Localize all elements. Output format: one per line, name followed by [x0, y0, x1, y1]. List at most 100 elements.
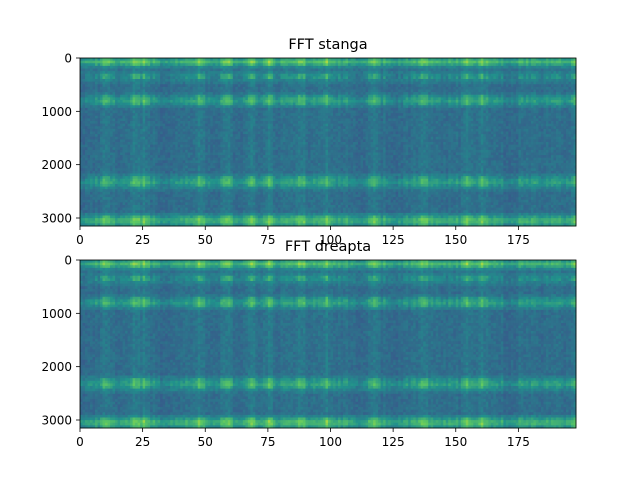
heatmap-cell [95, 61, 98, 64]
heatmap-cell [443, 61, 446, 64]
heatmap-cell [471, 111, 474, 114]
heatmap-cell [238, 121, 241, 124]
heatmap-cell [418, 69, 421, 72]
heatmap-cell [98, 61, 101, 64]
heatmap-cell [288, 113, 291, 116]
heatmap-cell [421, 121, 424, 124]
heatmap-cell [471, 118, 474, 121]
heatmap-cell [506, 111, 509, 114]
heatmap-cell [133, 121, 136, 124]
heatmap-cell [165, 71, 168, 74]
heatmap-cell [150, 76, 153, 79]
heatmap-cell [543, 97, 546, 100]
heatmap-cell [110, 69, 113, 72]
heatmap-cell [205, 118, 208, 121]
heatmap-cell [163, 76, 166, 79]
heatmap-cell [290, 82, 293, 85]
heatmap-cell [568, 92, 571, 95]
heatmap-cell [473, 92, 476, 95]
heatmap-cell [561, 87, 564, 90]
heatmap-cell [366, 118, 369, 121]
heatmap-cell [110, 113, 113, 116]
heatmap-cell [401, 92, 404, 95]
heatmap-cell [118, 79, 121, 82]
heatmap-cell [150, 103, 153, 106]
heatmap-cell [478, 118, 481, 121]
heatmap-cell [100, 66, 103, 69]
heatmap-cell [88, 118, 91, 121]
heatmap-cell [83, 69, 86, 72]
heatmap-cell [556, 95, 559, 98]
heatmap-cell [323, 116, 326, 119]
heatmap-cell [320, 118, 323, 121]
heatmap-cell [548, 71, 551, 74]
heatmap-cell [110, 105, 113, 108]
heatmap-cell [220, 84, 223, 87]
heatmap-cell [283, 121, 286, 124]
heatmap-cell [185, 121, 188, 124]
heatmap-cell [113, 92, 116, 95]
heatmap-cell [235, 113, 238, 116]
heatmap-cell [546, 103, 549, 106]
heatmap-cell [83, 111, 86, 114]
heatmap-cell [513, 121, 516, 124]
heatmap-cell [521, 105, 524, 108]
heatmap-cell [148, 124, 151, 127]
heatmap-cell [150, 69, 153, 72]
heatmap-cell [255, 66, 258, 69]
heatmap-cell [366, 121, 369, 124]
heatmap-cell [441, 66, 444, 69]
heatmap-cell [408, 95, 411, 98]
heatmap-cell [368, 63, 371, 66]
heatmap-cell [408, 84, 411, 87]
heatmap-cell [346, 113, 349, 116]
heatmap-cell [185, 58, 188, 61]
heatmap-cell [230, 90, 233, 93]
heatmap-cell [366, 90, 369, 93]
heatmap-cell [458, 63, 461, 66]
heatmap-cell [285, 66, 288, 69]
heatmap-cell [95, 121, 98, 124]
heatmap-cell [351, 71, 354, 74]
heatmap-cell [411, 111, 414, 114]
heatmap-cell [185, 84, 188, 87]
heatmap-cell [143, 90, 146, 93]
heatmap-cell [421, 118, 424, 121]
heatmap-cell [225, 66, 228, 69]
heatmap-cell [148, 87, 151, 90]
heatmap-cell [336, 97, 339, 100]
heatmap-cell [133, 76, 136, 79]
heatmap-cell [331, 87, 334, 90]
heatmap-cell [193, 58, 196, 61]
heatmap-cell [173, 84, 176, 87]
heatmap-cell [190, 76, 193, 79]
heatmap-cell [188, 58, 191, 61]
heatmap-cell [401, 84, 404, 87]
heatmap-cell [571, 121, 574, 124]
heatmap-cell [100, 121, 103, 124]
heatmap-cell [523, 58, 526, 61]
heatmap-cell [273, 87, 276, 90]
heatmap-cell [456, 84, 459, 87]
heatmap-cell [290, 66, 293, 69]
heatmap-cell [371, 82, 374, 85]
heatmap-cell [125, 79, 128, 82]
heatmap-cell [383, 79, 386, 82]
heatmap-cell [238, 84, 241, 87]
heatmap-cell [128, 121, 131, 124]
heatmap-cell [103, 92, 106, 95]
heatmap-cell [463, 92, 466, 95]
heatmap-cell [258, 69, 261, 72]
heatmap-cell [416, 121, 419, 124]
heatmap-cell [210, 74, 213, 77]
heatmap-cell [128, 105, 131, 108]
heatmap-cell [471, 76, 474, 79]
heatmap-cell [481, 61, 484, 64]
heatmap-cell [165, 69, 168, 72]
heatmap-cell [373, 66, 376, 69]
heatmap-cell [215, 111, 218, 114]
heatmap-cell [381, 69, 384, 72]
heatmap-cell [270, 74, 273, 77]
heatmap-cell [446, 71, 449, 74]
heatmap-cell [130, 118, 133, 121]
